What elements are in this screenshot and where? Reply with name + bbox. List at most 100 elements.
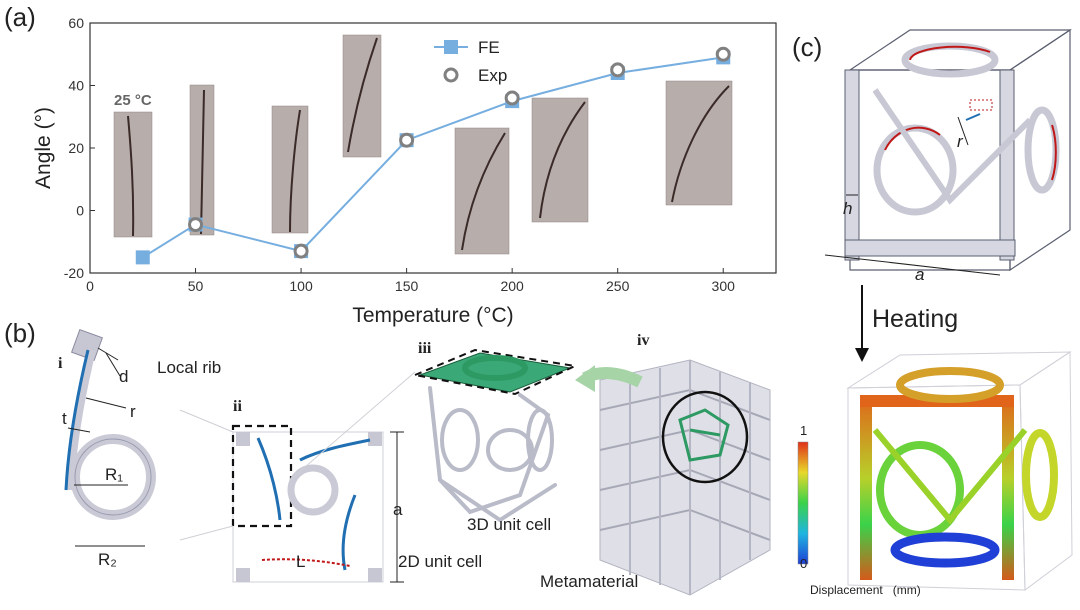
- selection-arrow-head: [575, 365, 595, 392]
- heated-diagonal-strut: [872, 428, 1028, 525]
- x-tick-label: 200: [500, 278, 524, 294]
- colorbar-title: Displacement (mm): [810, 583, 921, 597]
- ring-edge: [74, 438, 152, 516]
- rib-curve-100c: [289, 109, 301, 233]
- 2d-unit-cell-diagram: [179, 371, 416, 583]
- panel-label-c: (c): [792, 32, 823, 62]
- temp-annotation-25c: 25 °C: [114, 92, 152, 109]
- dim-a-line: [824, 254, 1001, 276]
- sub-label-ii: ii: [233, 398, 242, 415]
- cell-ring-3: [526, 408, 554, 472]
- x-axis-label: Temperature (°C): [352, 304, 513, 327]
- rib-ii-3: [341, 494, 357, 571]
- data-point-exp: [715, 46, 731, 62]
- legend-exp-label: Exp: [478, 66, 507, 85]
- dim-h-label-c: h: [843, 199, 853, 218]
- selected-cell-green: [678, 408, 730, 462]
- zoom-line-3: [179, 525, 234, 541]
- front-ring: [873, 124, 957, 216]
- data-point-fe: [135, 250, 150, 265]
- cube-post-right: [999, 69, 1015, 261]
- sub-label-i: i: [58, 355, 63, 372]
- x-tick-label: 300: [712, 278, 736, 294]
- corner-block-br: [368, 568, 382, 582]
- series-line-fe: [142, 56, 724, 259]
- top-face-selection: [411, 348, 579, 396]
- data-point-exp: [293, 243, 309, 259]
- cube-side-face: [1009, 28, 1071, 272]
- dim-d-label: d: [119, 367, 129, 386]
- front-ring-red-arc: [884, 126, 941, 151]
- rib-photo-150c: [342, 34, 382, 158]
- dim-t-label: t: [62, 409, 67, 428]
- 3d-unit-cell-diagram: [411, 348, 579, 523]
- panel-label-a: (a): [4, 2, 36, 32]
- cube-post-left: [844, 69, 860, 261]
- y-axis-label: Angle (°): [32, 107, 55, 189]
- y-tick-label: 20: [68, 140, 84, 156]
- dim-a-label: a: [393, 500, 403, 519]
- chart-legend: FE Exp: [434, 38, 507, 85]
- rib-curve-300c: [671, 85, 730, 203]
- selected-cell-ellipse: [661, 390, 749, 484]
- heated-bottom-ring: [890, 532, 1000, 568]
- dim-r-label-c: r: [957, 132, 963, 151]
- displacement-colorbar: [797, 441, 809, 565]
- zoom-line-1: [289, 371, 416, 481]
- y-tick-label: 40: [68, 78, 84, 94]
- diagonal-strut: [872, 88, 1033, 205]
- panel-b-illustrations: [64, 328, 771, 596]
- panel-label-b: (b): [4, 318, 36, 348]
- heating-label: Heating: [872, 305, 959, 333]
- dim-a-label-c: a: [915, 265, 925, 284]
- data-point-exp: [610, 62, 626, 78]
- sub-label-iii: iii: [418, 340, 432, 357]
- dim-l-label: L: [296, 552, 306, 571]
- x-tick-label: 100: [289, 278, 313, 294]
- rib-selection-box: [231, 424, 293, 528]
- local-rib-diagram: [64, 328, 156, 547]
- data-point-exp: [188, 217, 204, 233]
- legend-fe-label: FE: [478, 38, 500, 57]
- heated-cube-colormap: [797, 351, 1073, 591]
- heated-side-face: [1019, 351, 1073, 591]
- dim-r-label: r: [130, 402, 136, 421]
- metamaterial-diagram: [575, 359, 771, 596]
- cube-bottom-beam: [844, 239, 1016, 257]
- caption-3d-unit-cell: 3D unit cell: [467, 515, 552, 534]
- sub-label-iv: iv: [637, 332, 650, 349]
- data-point-exp: [504, 90, 520, 106]
- x-tick-label: 250: [606, 278, 630, 294]
- y-tick-label: 0: [76, 203, 84, 219]
- corner-block-tl: [236, 432, 250, 446]
- zoom-line-2: [179, 409, 234, 433]
- unit-cell-cube-schematic: [824, 28, 1072, 276]
- heated-side-ring: [1022, 429, 1058, 521]
- legend-fe-marker: [444, 40, 458, 54]
- cube-top-face: [848, 29, 1072, 71]
- x-tick-label: 150: [395, 278, 419, 294]
- panel-c-illustrations: [797, 28, 1073, 591]
- rib-photo-250c: [531, 97, 589, 223]
- rib-curve-150c: [347, 37, 378, 153]
- colorbar-max-label: 1: [800, 423, 808, 438]
- dim-r1-label: R₁: [105, 465, 124, 484]
- heated-top-ring: [896, 367, 1004, 403]
- cell-strut-2: [438, 478, 557, 523]
- rib-curve-200c: [461, 132, 506, 251]
- rib-highlight-box: [969, 99, 993, 111]
- lattice-columns: [629, 360, 751, 595]
- side-ring-red-arc: [1051, 124, 1057, 181]
- corner-block-bl: [236, 568, 250, 582]
- top-ring-red-arc: [909, 45, 991, 61]
- cell-ring-1: [440, 408, 480, 472]
- data-point-exp: [399, 132, 415, 148]
- rib-ii-red: [261, 558, 351, 567]
- caption-2d-unit-cell: 2D unit cell: [398, 552, 483, 571]
- rib-photo-200c: [454, 127, 510, 255]
- x-tick-label: 50: [188, 278, 204, 294]
- y-tick-label: -20: [64, 265, 84, 281]
- series-layer: [135, 46, 731, 265]
